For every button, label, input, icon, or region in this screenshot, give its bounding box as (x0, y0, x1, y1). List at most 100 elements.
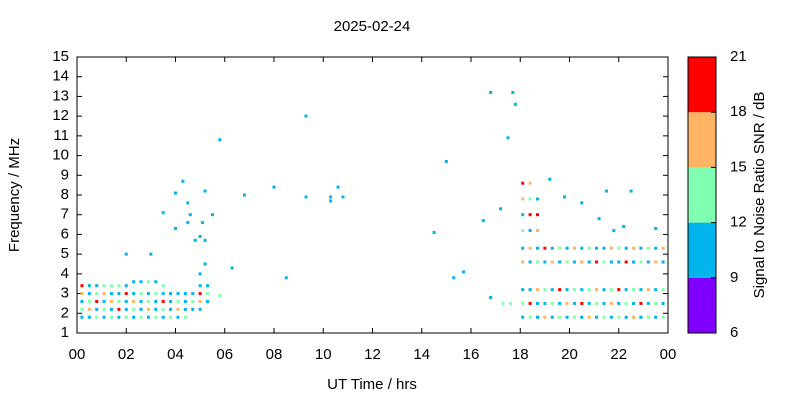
y-axis-label: Frequency / MHz (6, 138, 23, 252)
point (154, 315, 158, 319)
point (80, 284, 84, 288)
y-tick-label: 2 (61, 304, 69, 321)
point (132, 280, 136, 284)
y-tick-label: 13 (52, 87, 69, 104)
point (654, 315, 658, 319)
point (124, 307, 128, 311)
point (548, 177, 552, 181)
point (624, 288, 628, 292)
colorbar-tick-label: 21 (730, 48, 747, 65)
point (329, 199, 333, 203)
colorbar-tick-label: 15 (730, 158, 747, 175)
point (543, 288, 547, 292)
point (528, 197, 532, 201)
point (117, 315, 121, 319)
point (528, 213, 532, 217)
point (612, 228, 616, 232)
point (124, 315, 128, 319)
point (639, 315, 643, 319)
point (595, 301, 599, 305)
point (183, 292, 187, 296)
point (595, 260, 599, 264)
point (132, 307, 136, 311)
point (661, 260, 665, 264)
point (580, 301, 584, 305)
point (154, 292, 158, 296)
point (632, 288, 636, 292)
point (587, 288, 591, 292)
x-tick-label: 10 (315, 346, 332, 363)
point (102, 292, 106, 296)
point (597, 217, 601, 221)
point (132, 315, 136, 319)
point (124, 284, 128, 288)
point (604, 189, 608, 193)
point (624, 315, 628, 319)
point (109, 292, 113, 296)
point (558, 301, 562, 305)
point (139, 307, 143, 311)
point (511, 90, 515, 94)
point (132, 292, 136, 296)
x-axis-label: UT Time / hrs (327, 376, 417, 393)
point (535, 246, 539, 250)
colorbar-band (688, 57, 716, 113)
point (181, 179, 185, 183)
point (624, 260, 628, 264)
point (654, 246, 658, 250)
point (587, 301, 591, 305)
point (572, 260, 576, 264)
point (102, 315, 106, 319)
point (632, 315, 636, 319)
point (95, 307, 99, 311)
point (139, 299, 143, 303)
point (639, 246, 643, 250)
point (132, 299, 136, 303)
point (609, 260, 613, 264)
point (617, 288, 621, 292)
point (654, 227, 658, 231)
x-tick-label: 02 (118, 346, 135, 363)
point (161, 307, 165, 311)
y-tick-label: 3 (61, 285, 69, 302)
point (146, 307, 150, 311)
y-tick-label: 5 (61, 245, 69, 262)
point (654, 301, 658, 305)
point (572, 315, 576, 319)
point (535, 315, 539, 319)
point (203, 189, 207, 193)
point (609, 288, 613, 292)
point (572, 301, 576, 305)
point (572, 246, 576, 250)
point (617, 246, 621, 250)
point (87, 299, 91, 303)
point (521, 228, 525, 232)
point (149, 252, 153, 256)
point (543, 315, 547, 319)
point (602, 301, 606, 305)
point (206, 284, 210, 288)
point (102, 284, 106, 288)
point (87, 307, 91, 311)
point (176, 315, 180, 319)
point (587, 246, 591, 250)
y-tick-label: 4 (61, 265, 69, 282)
point (550, 246, 554, 250)
point (80, 315, 84, 319)
point (117, 307, 121, 311)
point (80, 299, 84, 303)
point (174, 191, 177, 195)
point (186, 201, 190, 205)
point (535, 197, 539, 201)
point (452, 276, 456, 280)
point (169, 307, 173, 311)
y-tick-label: 12 (52, 107, 69, 124)
point (646, 246, 650, 250)
point (95, 284, 99, 288)
point (201, 221, 205, 225)
y-tick-label: 14 (52, 68, 69, 85)
point (543, 260, 547, 264)
point (535, 301, 539, 305)
colorbar-tick-label: 18 (730, 103, 747, 120)
point (124, 252, 128, 256)
